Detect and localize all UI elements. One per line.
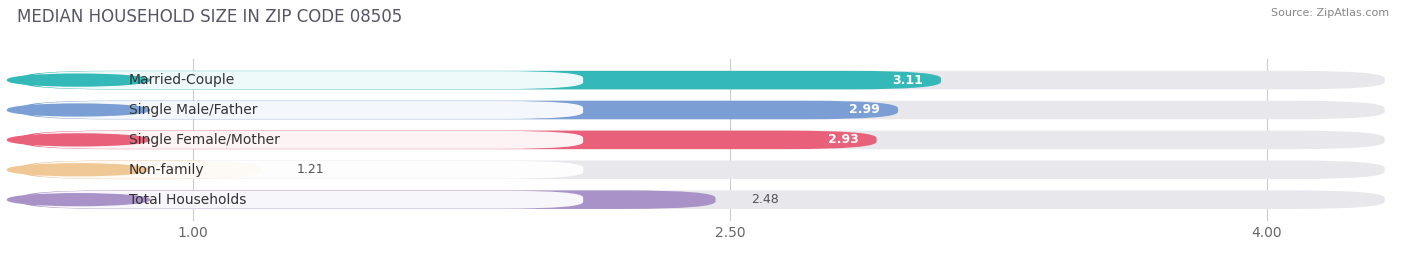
FancyBboxPatch shape — [21, 71, 941, 89]
Text: 1.21: 1.21 — [297, 163, 325, 176]
Text: Married-Couple: Married-Couple — [128, 73, 235, 87]
FancyBboxPatch shape — [21, 131, 876, 149]
FancyBboxPatch shape — [28, 191, 583, 209]
Text: 2.93: 2.93 — [828, 133, 859, 146]
Circle shape — [7, 104, 149, 116]
FancyBboxPatch shape — [21, 131, 1385, 149]
Circle shape — [7, 134, 149, 146]
Text: Source: ZipAtlas.com: Source: ZipAtlas.com — [1271, 8, 1389, 18]
FancyBboxPatch shape — [28, 131, 583, 149]
FancyBboxPatch shape — [21, 101, 1385, 119]
FancyBboxPatch shape — [28, 161, 583, 179]
FancyBboxPatch shape — [28, 71, 583, 89]
Circle shape — [7, 74, 149, 86]
Circle shape — [7, 194, 149, 206]
FancyBboxPatch shape — [21, 101, 898, 119]
Text: 2.48: 2.48 — [751, 193, 779, 206]
Text: MEDIAN HOUSEHOLD SIZE IN ZIP CODE 08505: MEDIAN HOUSEHOLD SIZE IN ZIP CODE 08505 — [17, 8, 402, 26]
Circle shape — [7, 164, 149, 176]
FancyBboxPatch shape — [21, 190, 716, 209]
FancyBboxPatch shape — [28, 101, 583, 119]
Text: 2.99: 2.99 — [849, 104, 880, 116]
FancyBboxPatch shape — [21, 161, 1385, 179]
FancyBboxPatch shape — [21, 71, 1385, 89]
Text: Total Households: Total Households — [128, 193, 246, 207]
FancyBboxPatch shape — [21, 190, 1385, 209]
Text: Single Female/Mother: Single Female/Mother — [128, 133, 280, 147]
Text: Non-family: Non-family — [128, 163, 204, 177]
FancyBboxPatch shape — [21, 161, 262, 179]
Text: 3.11: 3.11 — [893, 74, 924, 87]
Text: Single Male/Father: Single Male/Father — [128, 103, 257, 117]
